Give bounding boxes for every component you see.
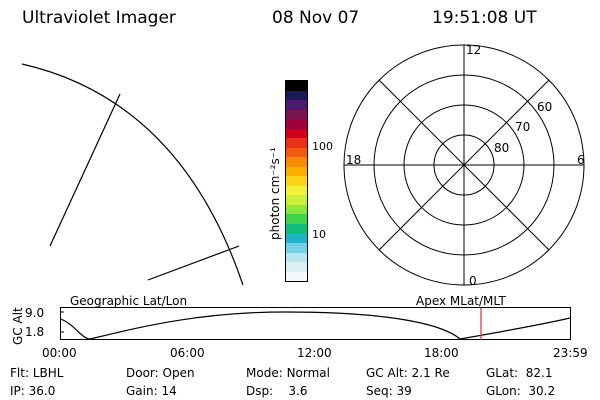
colorbar-segment [286, 223, 307, 234]
earth-limb [21, 63, 244, 286]
status-dsp: Dsp: 3.6 [246, 384, 308, 398]
lat-label-70: 70 [515, 120, 530, 134]
altitude-plot [60, 307, 571, 340]
colorbar [285, 80, 308, 282]
colorbar-segment [286, 185, 307, 196]
colorbar-segment [286, 100, 307, 110]
altitude-curve [60, 311, 571, 340]
geographic-label: Geographic Lat/Lon [70, 294, 188, 308]
status-gain: Gain: 14 [126, 384, 177, 398]
instrument-title: Ultraviolet Imager [22, 8, 176, 28]
status-glon: GLon: 30.2 [486, 384, 556, 398]
colorbar-segment [286, 157, 307, 167]
colorbar-segment [286, 271, 307, 282]
colorbar-segment [286, 262, 307, 272]
colorbar-segment [286, 109, 307, 120]
mlt-label-12: 12 [466, 43, 481, 57]
colorbar-unit-label: photon cm⁻²s⁻¹ [268, 147, 282, 240]
colorbar-segment [286, 81, 307, 91]
geographic-map [21, 63, 244, 286]
lat-label-60: 60 [537, 100, 552, 114]
mlt-label-6: 6 [577, 153, 585, 167]
colorbar-segment [286, 147, 307, 158]
altitude-ytick-1-8: 1.8 [25, 325, 45, 339]
meridian-line [49, 93, 121, 247]
altitude-ylabel: GC Alt [11, 307, 25, 345]
status-glat: GLat: 82.1 [486, 366, 553, 380]
time-label: 19:51:08 UT [432, 8, 537, 28]
status-gc-alt: GC Alt: 2.1 Re [366, 366, 450, 380]
colorbar-tick-100: 100 [312, 140, 333, 153]
colorbar-segment [286, 138, 307, 148]
lat-label-80: 80 [494, 141, 509, 155]
colorbar-segment [286, 233, 307, 244]
colorbar-segment [286, 128, 307, 139]
colorbar-segment [286, 243, 307, 253]
xtick-18-00: 18:00 [424, 346, 459, 360]
polar-plot: 12 6 0 18 60 70 80 [343, 43, 585, 288]
xtick-06-00: 06:00 [170, 346, 205, 360]
xtick-12-00: 12:00 [297, 346, 332, 360]
colorbar-segment [286, 214, 307, 224]
status-seq: Seq: 39 [366, 384, 412, 398]
colorbar-segment [286, 176, 307, 186]
mlt-label-18: 18 [346, 153, 361, 167]
colorbar-segment [286, 252, 307, 263]
altitude-frame [60, 307, 571, 340]
mlt-label-0: 0 [469, 274, 477, 288]
altitude-ytick-9: 9.0 [25, 306, 45, 320]
status-ip: IP: 36.0 [10, 384, 56, 398]
colorbar-segment [286, 195, 307, 205]
colorbar-segment [286, 204, 307, 215]
xtick-00-00: 00:00 [42, 346, 77, 360]
date-label: 08 Nov 07 [272, 8, 360, 28]
colorbar-segment [286, 119, 307, 129]
colorbar-tick-10: 10 [312, 228, 326, 241]
parallel-line [147, 245, 240, 281]
mlt-diagonal-2 [378, 79, 550, 251]
colorbar-segment [286, 166, 307, 177]
xtick-23-59: 23:59 [553, 346, 588, 360]
apex-label: Apex MLat/MLT [416, 294, 506, 308]
status-mode: Mode: Normal [246, 366, 330, 380]
status-flt: Flt: LBHL [10, 366, 64, 380]
colorbar-segment [286, 90, 307, 101]
status-door: Door: Open [126, 366, 195, 380]
